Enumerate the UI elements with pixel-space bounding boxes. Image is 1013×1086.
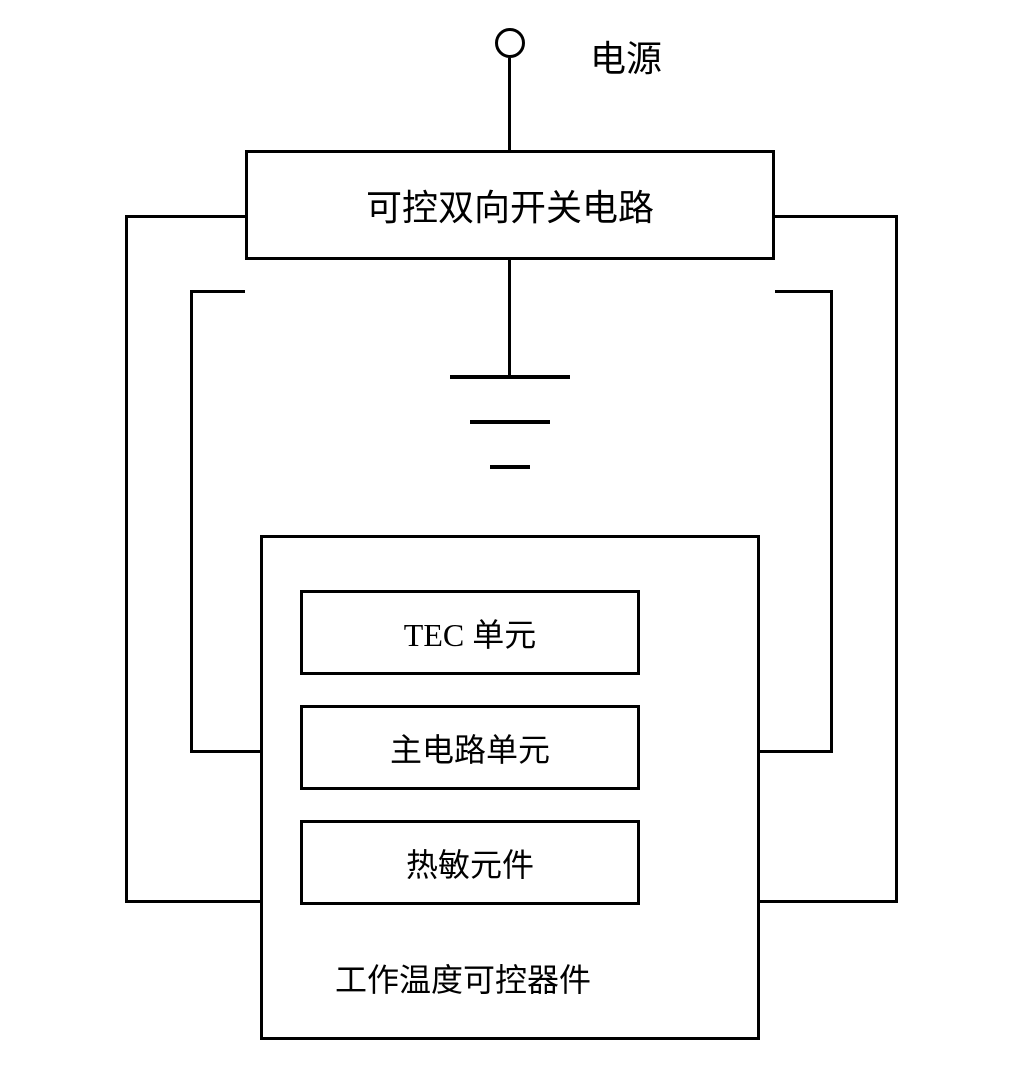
wire-right-inner-vertical	[830, 290, 833, 750]
wire-left-inner-top	[190, 290, 245, 293]
wire-right-outer-top	[775, 215, 895, 218]
wire-left-outer-bottom	[125, 900, 260, 903]
ground-line-3	[490, 465, 530, 469]
thermal-element-box: 热敏元件	[300, 820, 640, 905]
wire-right-inner-bottom	[760, 750, 833, 753]
wire-switch-to-ground	[508, 260, 511, 375]
wire-power-to-switch	[508, 58, 511, 150]
thermal-element-label: 热敏元件	[406, 840, 534, 886]
ground-line-1	[450, 375, 570, 379]
main-circuit-unit-box: 主电路单元	[300, 705, 640, 790]
wire-left-outer-top	[125, 215, 245, 218]
temp-device-label: 工作温度可控器件	[335, 955, 591, 1001]
tec-unit-box: TEC 单元	[300, 590, 640, 675]
power-label: 电源	[590, 30, 662, 82]
wire-right-outer-vertical	[895, 215, 898, 900]
wire-left-inner-vertical	[190, 290, 193, 750]
wire-right-outer-bottom	[760, 900, 898, 903]
ground-line-2	[470, 420, 550, 424]
main-circuit-unit-label: 主电路单元	[390, 725, 550, 771]
tec-unit-label: TEC 单元	[404, 610, 536, 656]
wire-right-inner-top	[775, 290, 830, 293]
wire-left-outer-vertical	[125, 215, 128, 900]
switch-circuit-box: 可控双向开关电路	[245, 150, 775, 260]
switch-circuit-label: 可控双向开关电路	[366, 179, 654, 231]
power-terminal-icon	[495, 28, 525, 58]
wire-left-inner-bottom	[190, 750, 260, 753]
